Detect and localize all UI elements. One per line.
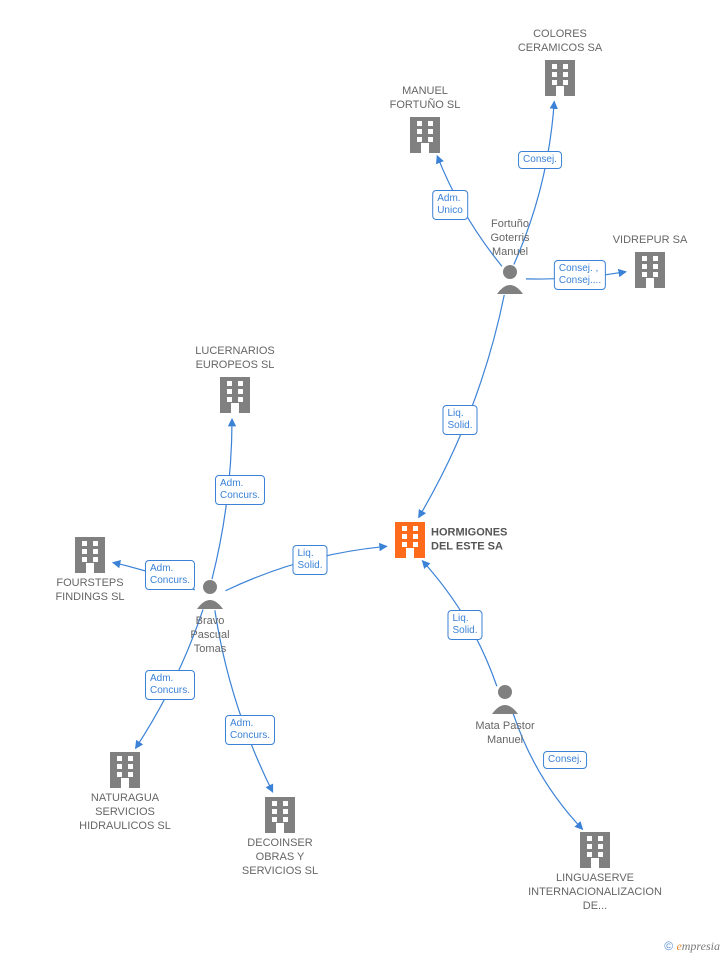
node-lucernarios-building-icon	[220, 377, 250, 413]
brand-rest: mpresia	[682, 939, 720, 953]
node-decoinser-building-icon	[265, 797, 295, 833]
node-label-manuelfort: MANUEL FORTUÑO SL	[365, 85, 485, 113]
node-foursteps-building-icon	[75, 537, 105, 573]
node-bravo-person-icon	[197, 580, 223, 609]
footer-credit: © empresia	[664, 939, 720, 954]
node-label-vidrepur: VIDREPUR SA	[590, 234, 710, 248]
edge-label-fortuno-to-colores: Consej.	[518, 151, 562, 169]
node-label-naturagua: NATURAGUA SERVICIOS HIDRAULICOS SL	[60, 792, 190, 833]
node-label-decoinser: DECOINSER OBRAS Y SERVICIOS SL	[220, 837, 340, 878]
node-label-bravo: Bravo Pascual Tomas	[160, 615, 260, 656]
edge-label-fortuno-to-hormigones: Liq. Solid.	[442, 405, 477, 435]
node-label-foursteps: FOURSTEPS FINDINGS SL	[30, 577, 150, 605]
node-hormigones-building-icon	[395, 522, 425, 558]
edge-label-bravo-to-naturagua: Adm. Concurs.	[145, 670, 195, 700]
edge-label-bravo-to-decoinser: Adm. Concurs.	[225, 715, 275, 745]
edge-label-bravo-to-foursteps: Adm. Concurs.	[145, 560, 195, 590]
node-mata-person-icon	[492, 685, 518, 714]
edge-label-bravo-to-lucernarios: Adm. Concurs.	[215, 475, 265, 505]
node-label-lucernarios: LUCERNARIOS EUROPEOS SL	[175, 345, 295, 373]
edge-label-mata-to-hormigones: Liq. Solid.	[447, 610, 482, 640]
node-manuelfort-building-icon	[410, 117, 440, 153]
node-colores-building-icon	[545, 60, 575, 96]
node-label-hormigones: HORMIGONES DEL ESTE SA	[431, 526, 551, 554]
edge-label-fortuno-to-manuelfort: Adm. Unico	[432, 190, 468, 220]
node-vidrepur-building-icon	[635, 252, 665, 288]
node-label-mata: Mata Pastor Manuel	[450, 720, 560, 748]
edge-label-fortuno-to-vidrepur: Consej. , Consej....	[554, 260, 606, 290]
edge-label-bravo-to-hormigones: Liq. Solid.	[292, 545, 327, 575]
node-label-colores: COLORES CERAMICOS SA	[500, 28, 620, 56]
node-linguaserve-building-icon	[580, 832, 610, 868]
edge-label-mata-to-linguaserve: Consej.	[543, 751, 587, 769]
node-naturagua-building-icon	[110, 752, 140, 788]
copyright-symbol: ©	[664, 939, 673, 953]
node-fortuno-person-icon	[497, 265, 523, 294]
node-label-fortuno: Fortuño Goterris Manuel	[460, 218, 560, 259]
node-label-linguaserve: LINGUASERVE INTERNACIONALIZACION DE...	[505, 872, 685, 913]
